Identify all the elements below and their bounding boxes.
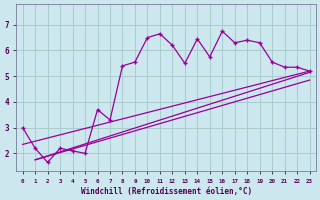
X-axis label: Windchill (Refroidissement éolien,°C): Windchill (Refroidissement éolien,°C): [81, 187, 252, 196]
